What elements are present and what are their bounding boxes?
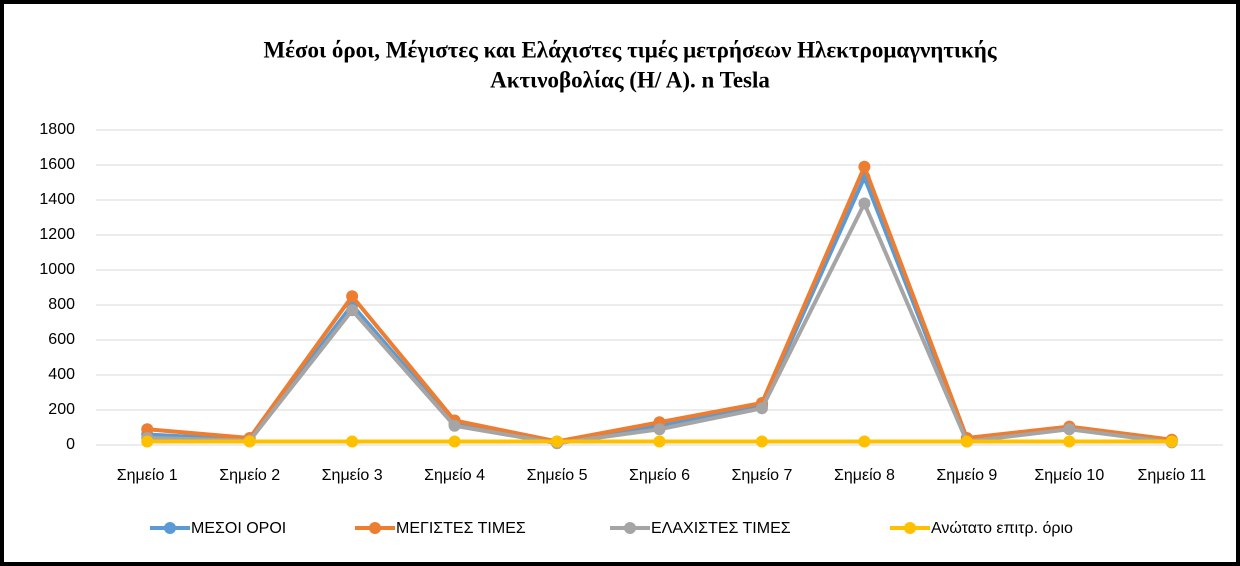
legend-marker: [369, 522, 381, 534]
x-tick-label: Σημείο 9: [936, 467, 997, 484]
point: [448, 419, 461, 432]
point: [858, 197, 871, 210]
legend-label: ΜΕΓΙΣΤΕΣ ΤΙΜΕΣ: [396, 520, 526, 537]
y-tick-label: 1400: [39, 191, 75, 208]
legend-marker: [624, 522, 636, 534]
y-tick-label: 600: [48, 331, 75, 348]
y-tick-label: 400: [48, 366, 75, 383]
legend-label: Ανώτατο επιτρ. όριο: [931, 520, 1073, 537]
point: [346, 290, 359, 303]
legend-label: ΜΕΣΟΙ ΟΡΟΙ: [191, 520, 286, 537]
x-tick-label: Σημείο 1: [117, 467, 178, 484]
y-tick-label: 1000: [39, 261, 75, 278]
chart-title: Μέσοι όροι, Μέγιστες και Ελάχιστες τιμές…: [263, 37, 996, 62]
y-tick-label: 1200: [39, 226, 75, 243]
x-tick-label: Σημείο 10: [1034, 467, 1104, 484]
x-tick-label: Σημείο 7: [731, 467, 792, 484]
point: [346, 435, 359, 448]
legend-marker: [904, 522, 916, 534]
point: [1165, 435, 1178, 448]
point: [755, 435, 768, 448]
point: [141, 435, 154, 448]
legend-marker: [164, 522, 176, 534]
y-tick-label: 0: [66, 436, 75, 453]
y-tick-label: 800: [48, 296, 75, 313]
point: [653, 423, 666, 436]
point: [1063, 435, 1076, 448]
x-tick-label: Σημείο 6: [629, 467, 690, 484]
x-tick-label: Σημείο 11: [1137, 467, 1206, 484]
point: [551, 435, 564, 448]
x-tick-label: Σημείο 5: [527, 467, 588, 484]
point: [243, 435, 256, 448]
point: [1063, 423, 1076, 436]
point: [448, 435, 461, 448]
point: [858, 435, 871, 448]
y-tick-label: 200: [48, 401, 75, 418]
chart-title: Ακτινοβολίας (Η/ Α). n Tesla: [490, 67, 770, 92]
point: [141, 423, 154, 436]
point: [653, 435, 666, 448]
y-tick-label: 1600: [39, 156, 75, 173]
x-tick-label: Σημείο 2: [219, 467, 280, 484]
point: [858, 160, 871, 173]
point: [346, 304, 359, 317]
point: [755, 402, 768, 415]
point: [960, 435, 973, 448]
x-tick-label: Σημείο 3: [322, 467, 383, 484]
y-tick-label: 1800: [39, 121, 75, 138]
legend-label: ΕΛΑΧΙΣΤΕΣ ΤΙΜΕΣ: [651, 520, 791, 537]
x-tick-label: Σημείο 8: [834, 467, 895, 484]
x-tick-label: Σημείο 4: [424, 467, 485, 484]
